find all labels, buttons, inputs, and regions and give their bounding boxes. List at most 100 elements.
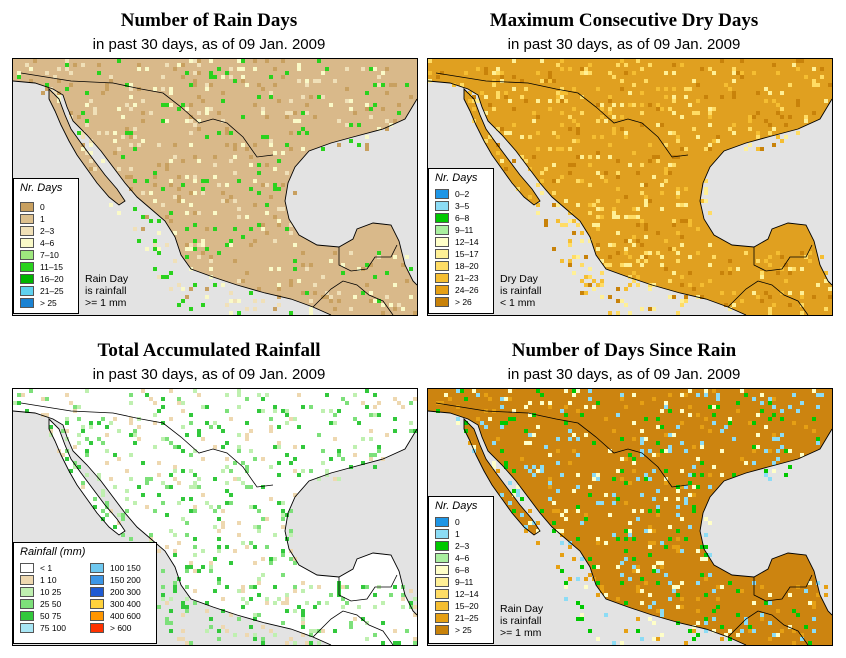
- legend-swatch: [435, 285, 449, 295]
- raster-cell: [676, 135, 680, 139]
- raster-cell: [221, 283, 225, 287]
- raster-cell: [528, 135, 532, 139]
- raster-cell: [660, 449, 664, 453]
- raster-cell: [496, 127, 500, 131]
- raster-cell: [189, 287, 193, 291]
- raster-cell: [369, 67, 373, 71]
- raster-cell: [600, 215, 604, 219]
- raster-cell: [169, 629, 173, 633]
- raster-cell: [225, 457, 229, 461]
- raster-cell: [97, 473, 101, 477]
- raster-cell: [253, 59, 257, 63]
- raster-cell: [728, 271, 732, 275]
- raster-cell: [428, 59, 432, 63]
- raster-cell: [540, 79, 544, 83]
- raster-cell: [177, 397, 181, 401]
- raster-cell: [632, 151, 636, 155]
- raster-cell: [337, 299, 341, 303]
- raster-cell: [385, 271, 389, 275]
- raster-cell: [273, 445, 277, 449]
- raster-cell: [696, 581, 700, 585]
- raster-cell: [732, 473, 736, 477]
- raster-cell: [668, 163, 672, 167]
- raster-cell: [480, 421, 484, 425]
- raster-cell: [584, 577, 588, 581]
- raster-cell: [273, 167, 277, 171]
- raster-cell: [648, 617, 652, 621]
- raster-cell: [173, 465, 177, 469]
- raster-cell: [205, 179, 209, 183]
- raster-cell: [329, 457, 333, 461]
- raster-cell: [69, 71, 73, 75]
- raster-cell: [349, 307, 353, 311]
- legend-swatch: [435, 553, 449, 563]
- raster-cell: [197, 477, 201, 481]
- raster-cell: [596, 401, 600, 405]
- raster-cell: [660, 207, 664, 211]
- raster-cell: [293, 267, 297, 271]
- raster-cell: [560, 513, 564, 517]
- raster-cell: [277, 445, 281, 449]
- legend-swatch: [435, 189, 449, 199]
- raster-cell: [664, 545, 668, 549]
- raster-cell: [592, 405, 596, 409]
- raster-cell: [381, 107, 385, 111]
- raster-cell: [428, 71, 432, 75]
- raster-cell: [177, 541, 181, 545]
- raster-cell: [720, 625, 724, 629]
- raster-cell: [373, 413, 377, 417]
- raster-cell: [205, 629, 209, 633]
- land-mass: [428, 59, 832, 315]
- raster-cell: [301, 633, 305, 637]
- raster-cell: [684, 87, 688, 91]
- raster-cell: [792, 267, 796, 271]
- raster-cell: [221, 191, 225, 195]
- raster-cell: [596, 477, 600, 481]
- legend-entry: 16–20: [20, 274, 64, 284]
- raster-cell: [748, 143, 752, 147]
- raster-cell: [656, 637, 660, 641]
- raster-cell: [596, 247, 600, 251]
- raster-cell: [201, 303, 205, 307]
- raster-cell: [612, 127, 616, 131]
- raster-cell: [181, 497, 185, 501]
- raster-cell: [608, 99, 612, 103]
- raster-cell: [752, 601, 756, 605]
- raster-cell: [297, 393, 301, 397]
- raster-cell: [596, 227, 600, 231]
- raster-cell: [253, 545, 257, 549]
- raster-cell: [528, 195, 532, 199]
- raster-cell: [265, 163, 269, 167]
- raster-cell: [504, 95, 508, 99]
- raster-cell: [636, 207, 640, 211]
- raster-cell: [672, 71, 676, 75]
- raster-cell: [193, 389, 197, 393]
- raster-cell: [369, 429, 373, 433]
- raster-cell: [788, 593, 792, 597]
- raster-cell: [556, 461, 560, 465]
- raster-cell: [81, 131, 85, 135]
- raster-cell: [628, 533, 632, 537]
- raster-cell: [672, 589, 676, 593]
- raster-cell: [181, 75, 185, 79]
- raster-cell: [125, 175, 129, 179]
- raster-cell: [752, 445, 756, 449]
- raster-cell: [397, 401, 401, 405]
- raster-cell: [185, 71, 189, 75]
- raster-cell: [117, 429, 121, 433]
- raster-cell: [361, 291, 365, 295]
- raster-cell: [512, 469, 516, 473]
- raster-cell: [716, 139, 720, 143]
- raster-cell: [796, 59, 800, 63]
- raster-cell: [724, 83, 728, 87]
- raster-cell: [85, 91, 89, 95]
- raster-cell: [369, 115, 373, 119]
- raster-cell: [149, 533, 153, 537]
- raster-cell: [413, 641, 417, 645]
- raster-cell: [524, 405, 528, 409]
- raster-cell: [576, 409, 580, 413]
- raster-cell: [816, 441, 820, 445]
- raster-cell: [205, 421, 209, 425]
- raster-cell: [45, 71, 49, 75]
- raster-cell: [764, 87, 768, 91]
